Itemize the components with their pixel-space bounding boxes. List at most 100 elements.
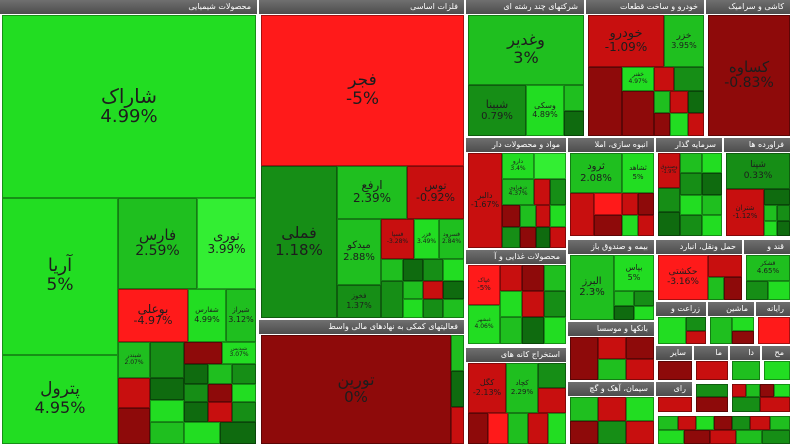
sector-header[interactable]: ما <box>694 346 728 360</box>
stock-tile[interactable] <box>638 215 654 236</box>
stock-tile-sharak[interactable]: شاراک 4.99% <box>2 15 256 198</box>
stock-tile-vghadir[interactable]: وغدیر 3% <box>468 15 584 85</box>
stock-tile[interactable] <box>594 215 622 236</box>
sector-header[interactable]: محصولات شیمیایی <box>0 0 257 14</box>
stock-tile[interactable] <box>538 388 566 413</box>
stock-tile[interactable] <box>534 179 550 205</box>
sector-header[interactable]: سرمایه گذار <box>656 138 722 152</box>
stock-tile[interactable] <box>770 416 790 430</box>
stock-tile[interactable] <box>696 384 728 397</box>
stock-tile[interactable] <box>688 91 704 113</box>
stock-tile-shiraz[interactable]: شیراز 3.12% <box>226 289 256 342</box>
stock-tile-bouali[interactable]: بوعلی -4.97% <box>118 289 188 342</box>
stock-tile-sbina[interactable]: شبینا 0.79% <box>468 85 526 136</box>
stock-tile[interactable] <box>208 384 232 402</box>
sector-header[interactable]: فعالیتهای کمکی به نهادهای مالی واسط <box>259 320 464 334</box>
stock-tile[interactable] <box>536 227 550 248</box>
sector-header[interactable]: مواد و محصولات دار <box>466 138 566 152</box>
stock-tile[interactable] <box>550 179 566 205</box>
stock-tile[interactable] <box>443 259 464 281</box>
stock-tile[interactable] <box>680 173 702 195</box>
stock-tile-fsapa[interactable]: فسپا -3.28% <box>381 219 414 259</box>
stock-tile[interactable] <box>208 402 232 422</box>
stock-tile[interactable] <box>544 317 566 344</box>
stock-tile-fkhoz[interactable]: فخوز 1.37% <box>337 285 381 318</box>
stock-tile[interactable] <box>150 378 184 400</box>
stock-tile-arya[interactable]: آریا 5% <box>2 198 118 355</box>
stock-tile[interactable] <box>184 402 208 422</box>
stock-tile[interactable] <box>588 67 622 136</box>
stock-tile[interactable] <box>760 397 790 412</box>
stock-tile[interactable] <box>732 384 746 397</box>
stock-tile[interactable] <box>634 291 654 306</box>
stock-tile[interactable] <box>732 397 760 412</box>
stock-tile[interactable] <box>522 317 544 344</box>
stock-tile-albrz[interactable]: البرز 2.3% <box>570 255 614 320</box>
stock-tile[interactable] <box>502 205 520 227</box>
stock-tile[interactable] <box>774 384 790 397</box>
stock-tile[interactable] <box>622 215 638 236</box>
stock-tile[interactable] <box>710 430 736 444</box>
stock-tile[interactable] <box>658 361 692 380</box>
stock-tile[interactable] <box>686 317 706 331</box>
stock-tile[interactable] <box>150 400 184 422</box>
stock-tile[interactable] <box>184 422 220 444</box>
stock-tile[interactable] <box>548 413 566 444</box>
stock-tile[interactable] <box>626 337 654 359</box>
stock-tile[interactable] <box>570 421 598 444</box>
stock-tile-fameli[interactable]: فملی 1.18% <box>261 166 337 318</box>
stock-tile[interactable] <box>680 195 702 215</box>
stock-tile[interactable] <box>702 173 722 195</box>
stock-tile[interactable] <box>570 337 598 380</box>
stock-tile[interactable] <box>710 317 732 344</box>
stock-tile[interactable] <box>634 306 654 320</box>
sector-header[interactable]: سیمان، آهک و گچ <box>568 382 654 396</box>
stock-tile-midko[interactable]: میدکو 2.88% <box>337 219 381 285</box>
stock-tile[interactable] <box>686 331 706 344</box>
sector-header[interactable]: سایر <box>656 346 692 360</box>
stock-tile[interactable] <box>232 402 256 422</box>
stock-tile[interactable] <box>702 153 722 173</box>
sector-header[interactable]: خودرو و ساخت قطعات <box>586 0 704 14</box>
stock-tile[interactable] <box>760 384 774 397</box>
stock-tile[interactable] <box>594 193 622 215</box>
stock-tile[interactable] <box>622 193 638 215</box>
stock-tile-toos[interactable]: توس -0.92% <box>407 166 464 219</box>
sector-header[interactable]: رایانه <box>756 302 790 316</box>
sector-header[interactable]: ماشین <box>708 302 754 316</box>
stock-tile[interactable] <box>500 265 522 291</box>
stock-tile-darou[interactable]: دارو 3.4% <box>502 153 534 179</box>
stock-tile[interactable] <box>658 188 680 212</box>
stock-tile-fars[interactable]: فارس 2.59% <box>118 198 197 289</box>
stock-tile-ghpak[interactable]: غپاک -5% <box>468 265 500 305</box>
stock-tile-dalbar[interactable]: دالبر -1.67% <box>468 153 502 248</box>
stock-tile[interactable] <box>536 205 550 227</box>
stock-tile-khazar[interactable]: خزر 3.95% <box>664 15 704 67</box>
stock-tile[interactable] <box>184 364 208 384</box>
sector-header[interactable]: استخراج کانه های <box>466 348 566 362</box>
stock-tile[interactable] <box>150 342 184 378</box>
stock-tile[interactable] <box>658 430 684 444</box>
sector-header[interactable]: زراعت و <box>656 302 706 316</box>
stock-tile[interactable] <box>736 430 762 444</box>
stock-tile-fsrood[interactable]: فسرود 2.84% <box>439 219 464 259</box>
stock-tile[interactable] <box>764 221 777 236</box>
stock-tile[interactable] <box>777 221 790 236</box>
sector-header[interactable]: دا <box>730 346 760 360</box>
stock-tile[interactable] <box>598 397 626 421</box>
sector-header[interactable]: مح <box>762 346 790 360</box>
stock-tile[interactable] <box>118 378 150 408</box>
stock-tile[interactable] <box>732 361 760 380</box>
stock-tile[interactable] <box>658 212 680 236</box>
stock-tile[interactable] <box>451 335 464 371</box>
stock-tile-arfa[interactable]: ارفع 2.39% <box>337 166 407 219</box>
stock-tile[interactable] <box>746 384 760 397</box>
stock-tile[interactable] <box>220 422 256 444</box>
stock-tile[interactable] <box>488 413 508 444</box>
stock-tile[interactable] <box>626 421 654 444</box>
stock-tile[interactable] <box>522 291 544 317</box>
stock-tile-kesava[interactable]: کساوه -0.83% <box>708 15 790 136</box>
stock-tile[interactable] <box>696 361 728 380</box>
sector-header[interactable]: فراورده ها <box>724 138 790 152</box>
stock-tile[interactable] <box>598 337 626 359</box>
